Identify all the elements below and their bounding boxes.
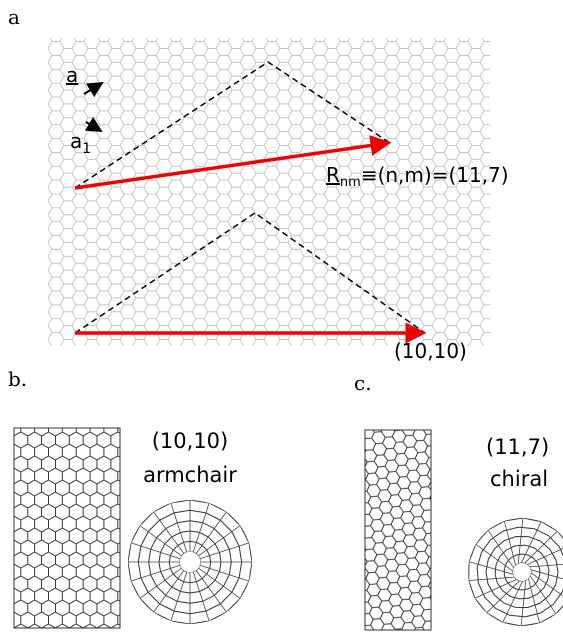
nanotube-end: [128, 500, 252, 624]
nanotube-side: [365, 430, 431, 630]
tube-lattice: [518, 518, 523, 564]
tube-lattice: [521, 580, 526, 626]
vector-subscript: 1: [82, 141, 91, 157]
tube-lattice: [180, 552, 201, 573]
tube-lattice: [469, 577, 515, 580]
tube-type: armchair: [143, 463, 237, 487]
figure: a a a1 Rnm≡(n,m)=(11,7) (10,10) b. (10,1…: [0, 0, 563, 634]
graphene-sheet: [48, 38, 490, 346]
equation: ≡(n,m)=(11,7): [361, 163, 509, 187]
subscript: nm: [340, 175, 361, 190]
tube-lattice: [513, 563, 531, 581]
indices: (11,7): [486, 435, 549, 459]
nanotube-side: [14, 428, 120, 628]
panel-label: b.: [8, 367, 27, 391]
panel-label: a: [8, 5, 20, 29]
vector-label: a: [66, 63, 78, 87]
tube-lattice: [531, 573, 563, 600]
panel-label: c.: [354, 371, 372, 395]
indices: (10,10): [152, 429, 229, 453]
symbol: R: [326, 163, 340, 187]
tube-type: chiral: [490, 467, 548, 491]
armchair-label: (10,10): [394, 339, 467, 363]
nanotube-end: [469, 518, 563, 626]
tube-lattice: [529, 563, 563, 566]
vector-base: a: [70, 129, 82, 153]
